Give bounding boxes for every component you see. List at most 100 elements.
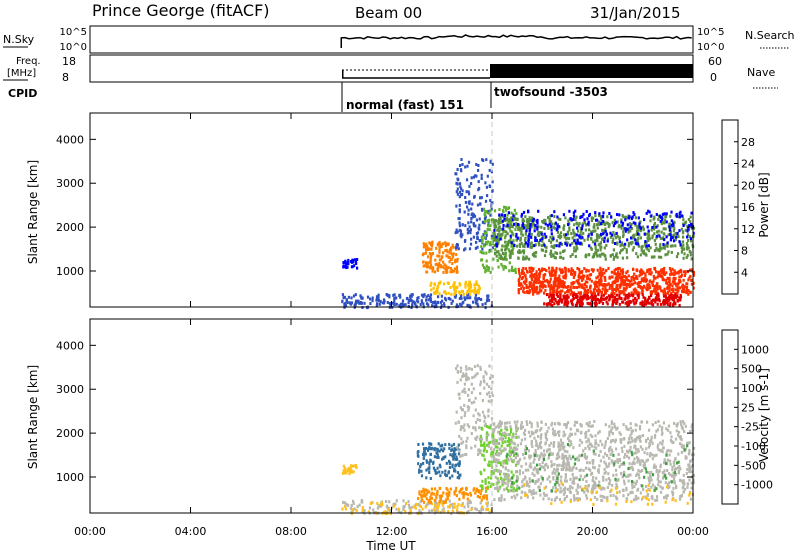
echo-cell (454, 289, 458, 293)
echo-cell (604, 286, 607, 289)
echo-cell (615, 231, 618, 235)
echo-cell (566, 450, 569, 454)
echo-cell (500, 262, 503, 266)
echo-cell (517, 435, 520, 439)
echo-cell (622, 423, 625, 427)
echo-cell (644, 252, 647, 256)
echo-cell (554, 486, 558, 490)
echo-cell (494, 459, 497, 463)
echo-cell (660, 275, 664, 279)
echo-cell (542, 465, 545, 469)
echo-cell (420, 474, 424, 478)
echo-cell (531, 432, 534, 436)
echo-cell (569, 427, 572, 431)
echo-cell (633, 438, 636, 442)
echo-cell (586, 217, 589, 221)
echo-cell (461, 408, 464, 412)
echo-cell (648, 442, 651, 445)
echo-cell (463, 374, 466, 378)
echo-cell (485, 259, 488, 263)
echo-cell (554, 251, 557, 255)
echo-cell (431, 300, 434, 304)
echo-cell (456, 445, 459, 449)
echo-cell (493, 218, 496, 222)
echo-cell (657, 420, 660, 423)
echo-cell (466, 497, 469, 501)
echo-cell (490, 451, 493, 455)
echo-cell (510, 470, 513, 474)
echo-cell (494, 238, 497, 242)
echo-cell (644, 302, 648, 306)
echo-cell (490, 476, 493, 480)
echo-cell (455, 486, 458, 490)
echo-cell (467, 296, 470, 300)
echo-cell (499, 472, 502, 476)
echo-cell (465, 439, 468, 443)
echo-cell (665, 297, 668, 301)
echo-cell (574, 249, 577, 253)
echo-cell (602, 475, 605, 479)
echo-cell (541, 280, 544, 284)
echo-cell (506, 439, 509, 443)
echo-cell (508, 446, 512, 450)
echo-cell (484, 422, 487, 426)
echo-cell (465, 446, 468, 450)
echo-cell (565, 237, 568, 241)
echo-cell (578, 454, 581, 458)
echo-cell (353, 464, 356, 468)
echo-cell (669, 431, 672, 435)
echo-cell (676, 298, 679, 302)
echo-cell (514, 496, 517, 500)
echo-cell (536, 454, 539, 458)
echo-cell (461, 290, 464, 293)
echo-cell (454, 246, 457, 250)
echo-cell (576, 491, 579, 495)
echo-cell (552, 475, 555, 479)
echo-cell (611, 275, 614, 279)
echo-cell (559, 438, 563, 442)
echo-cell (609, 452, 612, 456)
echo-cell (509, 234, 512, 238)
echo-cell (472, 387, 475, 391)
echo-cell (426, 245, 429, 249)
echo-cell (407, 500, 410, 504)
echo-cell (556, 478, 560, 482)
echo-cell (343, 466, 347, 470)
echo-cell (501, 232, 504, 236)
echo-cell (553, 467, 556, 471)
echo-cell (651, 236, 654, 240)
echo-cell (598, 464, 601, 468)
echo-cell (525, 229, 528, 233)
echo-cell (621, 450, 624, 453)
echo-cell (599, 248, 602, 252)
echo-cell (581, 224, 584, 228)
echo-cell (665, 278, 668, 282)
echo-cell (524, 238, 527, 242)
echo-cell (650, 228, 653, 232)
echo-cell (635, 298, 638, 302)
echo-cell (538, 489, 541, 492)
echo-cell (612, 438, 615, 442)
echo-cell (512, 239, 515, 243)
echo-cell (640, 245, 643, 249)
echo-cell (682, 256, 685, 260)
echo-cell (600, 245, 603, 249)
echo-cell (383, 510, 386, 514)
echo-cell (671, 298, 674, 302)
echo-cell (613, 288, 616, 292)
echo-cell (467, 505, 470, 508)
echo-cell (655, 429, 658, 433)
echo-cell (656, 285, 659, 289)
echo-cell (650, 300, 653, 304)
echo-cell (576, 456, 579, 460)
echo-cell (571, 269, 574, 273)
echo-cell (543, 279, 546, 283)
echo-cell (460, 504, 463, 507)
echo-cell (562, 465, 565, 469)
echo-cell (646, 270, 649, 274)
echo-cell (545, 302, 548, 306)
nsearch-tick-top: 10^5 (697, 27, 724, 38)
echo-cell (627, 274, 630, 278)
echo-cell (545, 245, 548, 249)
echo-cell (642, 495, 645, 499)
